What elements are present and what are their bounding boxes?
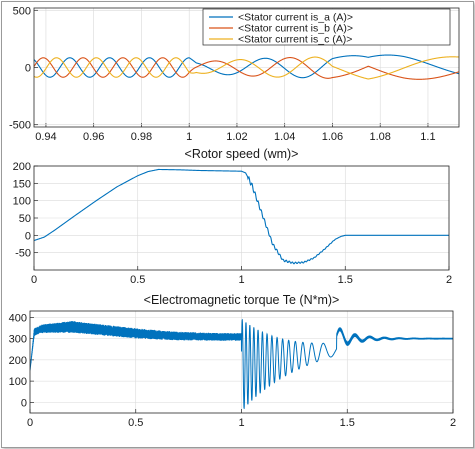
x-tick-label: 0.96 [83, 131, 104, 143]
y-tick-label: 200 [13, 161, 31, 173]
current-line-a [34, 54, 459, 79]
rotor-speed-title: <Rotor speed (wm)> [185, 147, 299, 161]
y-tick-label: 0 [25, 63, 31, 75]
rotor-speed-plot: <Rotor speed (wm)> 0 0.5 1 1.5 2 -50 0 50 100 15… [13, 147, 452, 286]
rotor-speed-line [34, 168, 449, 265]
x-tick-label: 1 [186, 131, 192, 143]
x-tick-label: 1.08 [369, 131, 390, 143]
y-tick-labels: -50 0 50 100 150 200 [13, 161, 31, 260]
y-tick-label: -50 [15, 248, 31, 260]
current-line-c [34, 56, 459, 80]
x-tick-labels: 0 0.5 1 1.5 2 [31, 274, 452, 286]
torque-title: <Electromagnetic torque Te (N*m)> [144, 293, 340, 307]
y-tick-label: 500 [13, 5, 31, 17]
axes-box [33, 7, 460, 128]
legend-label-a: <Stator current is_a (A)> [238, 12, 353, 24]
y-tick-label: 100 [9, 376, 27, 388]
series-lines [30, 318, 453, 410]
legend-label-c: <Stator current is_c (A)> [238, 34, 352, 46]
y-tick-label: 100 [13, 196, 31, 208]
x-tick-label: 0.5 [130, 274, 145, 286]
legend-box [202, 8, 451, 46]
legend-item-a: <Stator current is_a (A)> [209, 12, 353, 24]
y-tick-labels: -500 0 500 [9, 5, 31, 131]
x-tick-label: 0 [31, 274, 37, 286]
x-tick-label: 1.5 [340, 417, 355, 429]
x-tick-label: 1 [238, 274, 244, 286]
x-tick-labels: 0 0.5 1 1.5 2 [27, 417, 456, 429]
x-tick-label: 1.1 [420, 131, 435, 143]
x-tick-label: 1.04 [274, 131, 295, 143]
y-tick-labels: 0 100 200 300 400 [9, 312, 27, 409]
x-tick-label: 0.94 [35, 131, 56, 143]
y-tick-label: 400 [9, 312, 27, 324]
x-tick-labels: 0.94 0.96 0.98 1 1.02 1.04 1.06 1.08 1.1 [35, 131, 435, 143]
x-tick-label: 0 [27, 417, 33, 429]
x-tick-label: 0.5 [128, 417, 143, 429]
y-tick-label: 200 [9, 355, 27, 367]
x-tick-label: 1.06 [322, 131, 343, 143]
x-tick-label: 1 [238, 417, 244, 429]
legend-label-b: <Stator current is_b (A)> [238, 23, 353, 35]
y-tick-label: -500 [9, 120, 31, 132]
x-tick-label: 2 [450, 417, 456, 429]
series-lines [34, 54, 459, 80]
y-tick-label: 50 [19, 213, 31, 225]
x-tick-label: 0.98 [131, 131, 152, 143]
y-tick-label: 150 [13, 178, 31, 190]
y-tick-label: 0 [21, 397, 27, 409]
legend-item-c: <Stator current is_c (A)> [209, 34, 352, 46]
x-tick-label: 1.02 [226, 131, 247, 143]
y-tick-label: 300 [9, 334, 27, 346]
x-tick-label: 1.5 [338, 274, 353, 286]
torque-plot: <Electromagnetic torque Te (N*m)> 0 0.5 1 1… [9, 293, 456, 429]
legend-item-b: <Stator current is_b (A)> [209, 23, 353, 35]
stator-current-plot: 0.94 0.96 0.98 1 1.02 1.04 1.06 1.08 1.1 -500 0 50… [9, 5, 460, 143]
axes-box [33, 165, 450, 271]
x-tick-label: 2 [446, 274, 452, 286]
series-lines [34, 168, 449, 265]
axes-box [29, 310, 454, 414]
y-tick-label: 0 [25, 230, 31, 242]
legend: <Stator current is_a (A)> <Stator curren… [202, 8, 451, 46]
torque-line [30, 318, 453, 410]
